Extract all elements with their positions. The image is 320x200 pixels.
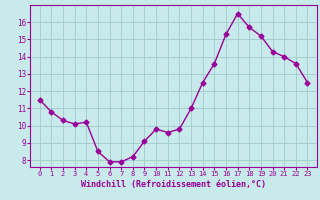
X-axis label: Windchill (Refroidissement éolien,°C): Windchill (Refroidissement éolien,°C): [81, 180, 266, 189]
